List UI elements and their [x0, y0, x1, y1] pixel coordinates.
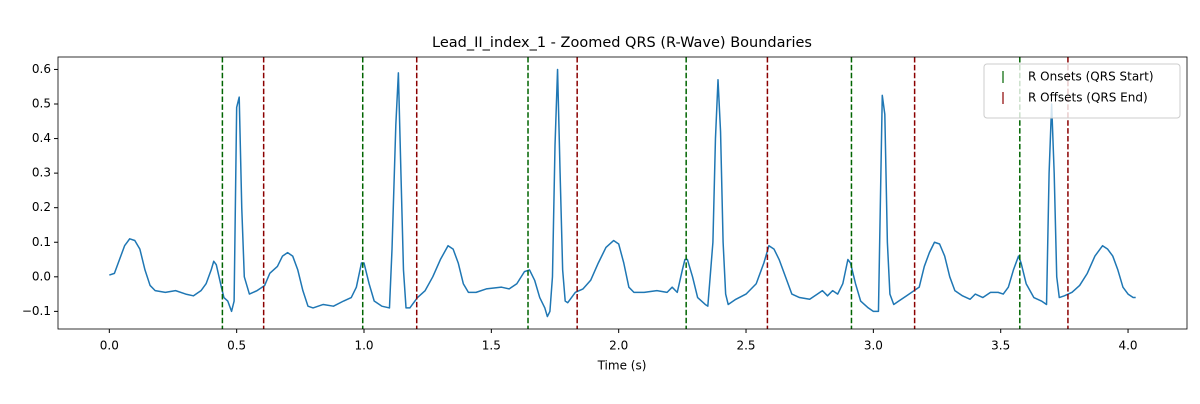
y-tick-label: 0.6 — [32, 62, 51, 76]
axes-frame — [57, 56, 1188, 330]
y-tick-label: 0.3 — [32, 166, 51, 180]
x-tick-label: 0.0 — [100, 339, 119, 353]
y-tick-label: 0.4 — [32, 131, 51, 145]
x-tick-label: 3.5 — [991, 339, 1010, 353]
x-tick-label: 1.0 — [354, 339, 373, 353]
legend-box — [983, 63, 1181, 119]
x-tick-label: 2.5 — [736, 339, 755, 353]
y-tick-label: −0.1 — [22, 304, 51, 318]
y-tick-label: 0.1 — [32, 235, 51, 249]
x-axis-label: Time (s) — [597, 359, 647, 373]
x-tick-label: 4.0 — [1118, 339, 1137, 353]
y-tick-label: 0.5 — [32, 97, 51, 111]
signal-line — [109, 68, 1136, 318]
y-tick-label: 0.2 — [32, 200, 51, 214]
x-tick-label: 2.0 — [609, 339, 628, 353]
x-tick-label: 1.5 — [482, 339, 501, 353]
x-tick-label: 0.5 — [227, 339, 246, 353]
legend-label: R Offsets (QRS End) — [1028, 91, 1148, 105]
y-tick-label: 0.0 — [32, 269, 51, 283]
chart-title: Lead_II_index_1 - Zoomed QRS (R-Wave) Bo… — [432, 35, 812, 51]
x-tick-label: 3.0 — [864, 339, 883, 353]
legend-label: R Onsets (QRS Start) — [1028, 70, 1154, 84]
